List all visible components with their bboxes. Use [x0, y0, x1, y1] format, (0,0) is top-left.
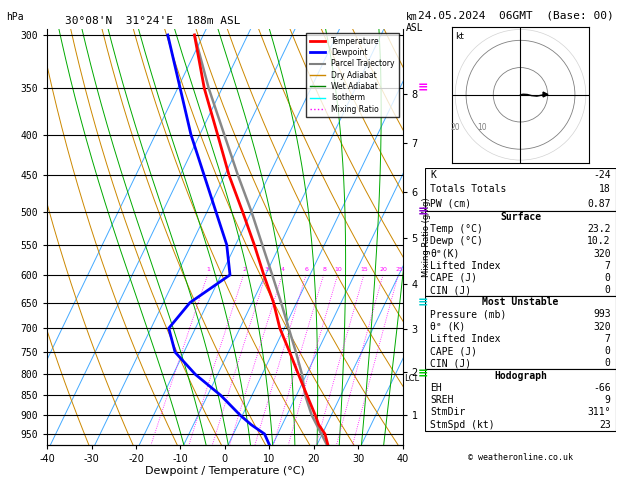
Text: EH: EH — [430, 383, 442, 393]
Bar — [425, 211, 616, 296]
Text: ASL: ASL — [406, 23, 423, 33]
Text: Lifted Index: Lifted Index — [430, 334, 501, 344]
Text: 1: 1 — [206, 267, 211, 272]
Text: hPa: hPa — [6, 12, 24, 22]
Text: 30°08'N  31°24'E  188m ASL: 30°08'N 31°24'E 188m ASL — [65, 16, 240, 26]
Text: 2: 2 — [242, 267, 247, 272]
Text: 23: 23 — [599, 419, 611, 430]
Text: Surface: Surface — [500, 212, 541, 222]
Text: 993: 993 — [593, 310, 611, 319]
Text: CIN (J): CIN (J) — [430, 285, 472, 295]
Text: CIN (J): CIN (J) — [430, 358, 472, 368]
Text: CAPE (J): CAPE (J) — [430, 346, 477, 356]
Text: 320: 320 — [593, 249, 611, 259]
Text: 3: 3 — [265, 267, 269, 272]
Text: 320: 320 — [593, 322, 611, 332]
Text: 7: 7 — [605, 261, 611, 271]
Text: 18: 18 — [599, 184, 611, 194]
Text: LCL: LCL — [404, 374, 420, 383]
Text: km: km — [406, 12, 418, 22]
Text: Totals Totals: Totals Totals — [430, 184, 507, 194]
Text: StmDir: StmDir — [430, 407, 465, 417]
Text: 0: 0 — [605, 273, 611, 283]
Text: 23.2: 23.2 — [587, 224, 611, 234]
Text: 10: 10 — [477, 123, 487, 132]
Legend: Temperature, Dewpoint, Parcel Trajectory, Dry Adiabat, Wet Adiabat, Isotherm, Mi: Temperature, Dewpoint, Parcel Trajectory… — [306, 33, 399, 117]
Text: θᵉ (K): θᵉ (K) — [430, 322, 465, 332]
Text: 311°: 311° — [587, 407, 611, 417]
Text: 9: 9 — [605, 395, 611, 405]
Bar — [425, 369, 616, 431]
Text: 15: 15 — [361, 267, 369, 272]
Text: StmSpd (kt): StmSpd (kt) — [430, 419, 495, 430]
Text: ≡: ≡ — [418, 205, 428, 218]
Text: 7: 7 — [605, 334, 611, 344]
Text: ≡: ≡ — [418, 368, 428, 381]
Text: K: K — [430, 170, 436, 180]
Text: 6: 6 — [305, 267, 309, 272]
Text: 8: 8 — [323, 267, 326, 272]
Text: ≡: ≡ — [418, 82, 428, 95]
Text: 0.87: 0.87 — [587, 199, 611, 209]
Bar — [425, 296, 616, 369]
Text: θᵉ(K): θᵉ(K) — [430, 249, 460, 259]
Text: 0: 0 — [605, 358, 611, 368]
Text: 20: 20 — [450, 123, 460, 132]
Text: kt: kt — [455, 32, 464, 41]
Text: Hodograph: Hodograph — [494, 370, 547, 381]
Text: -66: -66 — [593, 383, 611, 393]
Text: PW (cm): PW (cm) — [430, 199, 472, 209]
Text: SREH: SREH — [430, 395, 454, 405]
Text: 20: 20 — [380, 267, 387, 272]
Text: © weatheronline.co.uk: © weatheronline.co.uk — [468, 453, 573, 462]
Text: CAPE (J): CAPE (J) — [430, 273, 477, 283]
Text: Most Unstable: Most Unstable — [482, 297, 559, 307]
Y-axis label: Mixing Ratio (g/kg): Mixing Ratio (g/kg) — [422, 197, 431, 277]
Text: 10: 10 — [335, 267, 342, 272]
Text: 0: 0 — [605, 285, 611, 295]
Text: 4: 4 — [281, 267, 285, 272]
X-axis label: Dewpoint / Temperature (°C): Dewpoint / Temperature (°C) — [145, 467, 305, 476]
Text: ≡: ≡ — [418, 296, 428, 309]
Text: Dewp (°C): Dewp (°C) — [430, 236, 483, 246]
Text: Temp (°C): Temp (°C) — [430, 224, 483, 234]
Bar — [425, 168, 616, 211]
Text: 25: 25 — [395, 267, 403, 272]
Text: 0: 0 — [605, 346, 611, 356]
Text: -24: -24 — [593, 170, 611, 180]
Text: Pressure (mb): Pressure (mb) — [430, 310, 507, 319]
Text: 10.2: 10.2 — [587, 236, 611, 246]
Text: 24.05.2024  06GMT  (Base: 00): 24.05.2024 06GMT (Base: 00) — [418, 11, 614, 21]
Text: Lifted Index: Lifted Index — [430, 261, 501, 271]
